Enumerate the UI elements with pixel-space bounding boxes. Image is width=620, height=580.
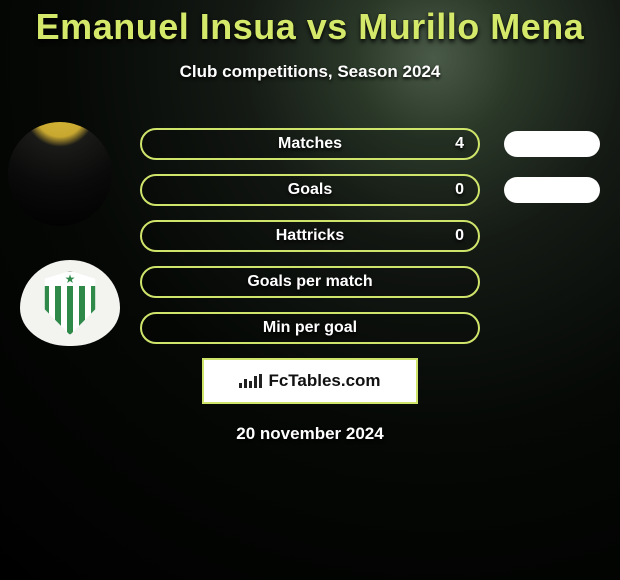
stat-row: Goals 0 bbox=[0, 174, 620, 206]
stats-area: Matches 4 Goals 0 Hattricks 0 Goals bbox=[0, 128, 620, 344]
stat-label: Hattricks bbox=[276, 227, 344, 245]
stat-label: Goals per match bbox=[247, 273, 372, 291]
stat-bar-hattricks: Hattricks 0 bbox=[140, 220, 480, 252]
bar-chart-icon bbox=[239, 374, 262, 388]
stat-row: Matches 4 bbox=[0, 128, 620, 160]
stat-bar-matches: Matches 4 bbox=[140, 128, 480, 160]
brand-box: FcTables.com bbox=[202, 358, 418, 404]
brand-label: FcTables.com bbox=[268, 371, 380, 391]
stat-label: Matches bbox=[278, 135, 342, 153]
stat-right-value: 4 bbox=[455, 135, 464, 153]
stat-row: Hattricks 0 bbox=[0, 220, 620, 252]
date-label: 20 november 2024 bbox=[0, 424, 620, 444]
page-title: Emanuel Insua vs Murillo Mena bbox=[0, 6, 620, 48]
stat-bar-goals-per-match: Goals per match bbox=[140, 266, 480, 298]
stat-row: Min per goal bbox=[0, 312, 620, 344]
stat-bar-goals: Goals 0 bbox=[140, 174, 480, 206]
content-root: Emanuel Insua vs Murillo Mena Club compe… bbox=[0, 0, 620, 444]
page-subtitle: Club competitions, Season 2024 bbox=[0, 62, 620, 82]
stat-bar-min-per-goal: Min per goal bbox=[140, 312, 480, 344]
stat-right-value: 0 bbox=[455, 227, 464, 245]
stat-right-pill bbox=[504, 131, 600, 157]
stat-right-pill bbox=[504, 177, 600, 203]
stat-row: Goals per match bbox=[0, 266, 620, 298]
stat-right-value: 0 bbox=[455, 181, 464, 199]
stat-label: Min per goal bbox=[263, 319, 357, 337]
stat-label: Goals bbox=[288, 181, 332, 199]
